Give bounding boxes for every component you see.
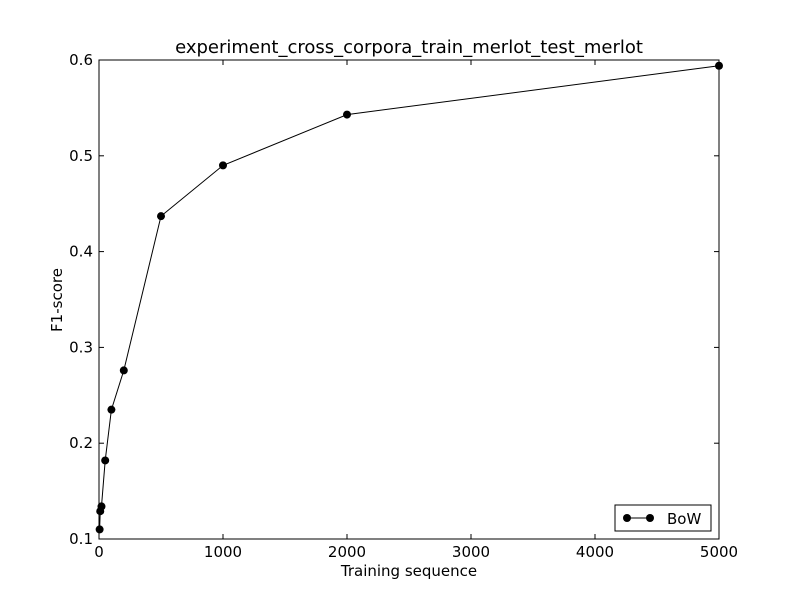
x-tick-label: 2000: [328, 543, 366, 561]
series-group: [95, 61, 723, 534]
x-axis-label: Training sequence: [340, 562, 477, 580]
x-tick-label: 4000: [576, 543, 614, 561]
y-axis-label: F1-score: [48, 268, 66, 332]
x-tick-label: 5000: [700, 543, 738, 561]
y-tick-label: 0.1: [69, 530, 93, 548]
chart-title: experiment_cross_corpora_train_merlot_te…: [175, 37, 643, 58]
data-point-bow: [157, 212, 165, 221]
x-tick-label: 3000: [452, 543, 490, 561]
legend-label-bow: BoW: [667, 510, 701, 528]
legend-marker-bow: [646, 514, 654, 522]
data-point-bow: [343, 110, 351, 119]
data-point-bow: [95, 525, 104, 534]
y-axis-ticks: 0.1 0.2 0.3 0.4 0.5 0.6: [69, 51, 719, 548]
plot-area: [98, 59, 720, 540]
y-tick-label: 0.6: [69, 51, 93, 69]
y-tick-label: 0.5: [69, 147, 93, 165]
legend-marker-bow: [623, 514, 631, 522]
y-tick-label: 0.2: [69, 434, 93, 452]
legend: BoW: [614, 504, 712, 532]
data-point-bow: [101, 456, 110, 465]
data-point-bow: [219, 161, 227, 170]
data-point-bow: [119, 366, 128, 375]
data-point-bow: [715, 61, 723, 70]
y-tick-label: 0.3: [69, 338, 93, 356]
data-point-bow: [107, 405, 116, 414]
data-point-bow: [97, 502, 106, 511]
x-tick-label: 1000: [204, 543, 242, 561]
x-tick-label: 0: [94, 543, 104, 561]
y-tick-label: 0.4: [69, 243, 93, 261]
